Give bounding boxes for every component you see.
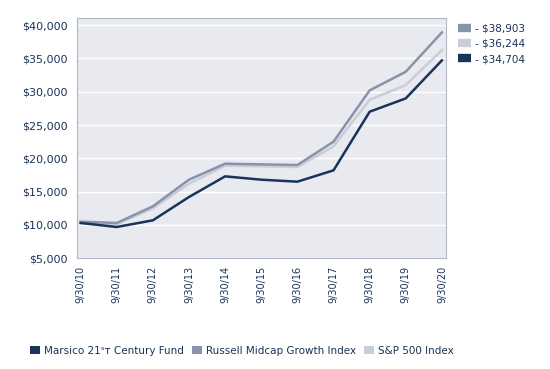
Legend: Marsico 21ˢᴛ Century Fund, Russell Midcap Growth Index, S&P 500 Index: Marsico 21ˢᴛ Century Fund, Russell Midca… — [26, 342, 458, 360]
Legend: - $38,903, - $36,244, - $34,704: - $38,903, - $36,244, - $34,704 — [458, 24, 525, 64]
